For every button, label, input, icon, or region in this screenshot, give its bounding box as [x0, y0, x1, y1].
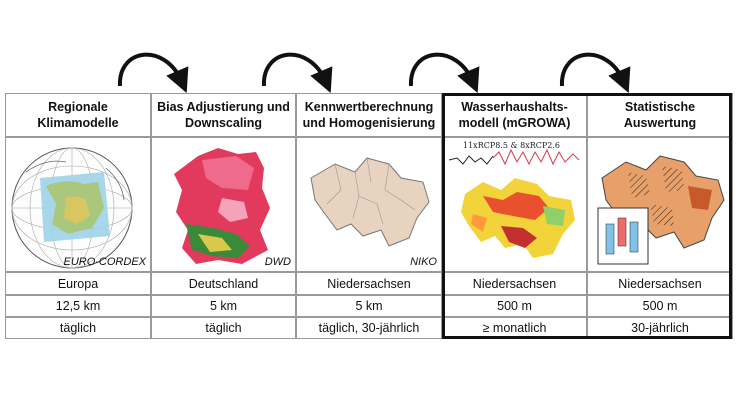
mgrowa-map-cell: 11xRCP8.5 & 8xRCP2.6	[442, 137, 587, 272]
temporal-2: täglich	[151, 317, 296, 339]
curved-arrow-icon	[408, 52, 480, 93]
statistics-map-cell	[587, 137, 733, 272]
resolution-2: 5 km	[151, 295, 296, 317]
column-title-4: Wasserhaushalts-modell (mGROWA)	[442, 93, 587, 137]
source-label-1: EURO-CORDEX	[63, 256, 146, 268]
germany-map-cell: DWD	[151, 137, 296, 272]
curved-arrow-icon	[261, 52, 333, 93]
resolution-5: 500 m	[587, 295, 733, 317]
source-label-3: NIKO	[410, 256, 437, 268]
globe-image-cell: EURO-CORDEX	[5, 137, 151, 272]
lower-saxony-grid-cell: NIKO	[296, 137, 442, 272]
region-4: Niedersachsen	[442, 272, 587, 295]
column-title-1: Regionale Klimamodelle	[5, 93, 151, 137]
globe-icon	[11, 147, 133, 269]
region-1: Europa	[5, 272, 151, 295]
temporal-5: 30-jährlich	[587, 317, 733, 339]
map-icon	[174, 148, 270, 264]
process-arrows	[117, 52, 631, 93]
curved-arrow-icon	[117, 52, 189, 93]
resolution-1: 12,5 km	[5, 295, 151, 317]
temporal-4: ≥ monatlich	[442, 317, 587, 339]
source-label-2: DWD	[264, 256, 291, 268]
scenario-label: 11xRCP8.5 & 8xRCP2.6	[463, 141, 560, 150]
column-title-3: Kennwertberechnung und Homogenisierung	[296, 93, 442, 137]
resolution-3: 5 km	[296, 295, 442, 317]
region-2: Deutschland	[151, 272, 296, 295]
curved-arrow-icon	[559, 52, 631, 93]
column-title-2: Bias Adjustierung und Downscaling	[151, 93, 296, 137]
workflow-table: Regionale Klimamodelle Bias Adjustierung…	[5, 93, 733, 339]
region-5: Niedersachsen	[587, 272, 733, 295]
temporal-3: täglich, 30-jährlich	[296, 317, 442, 339]
map-icon	[597, 155, 725, 265]
temporal-1: täglich	[5, 317, 151, 339]
resolution-4: 500 m	[442, 295, 587, 317]
region-3: Niedersachsen	[296, 272, 442, 295]
column-title-5: Statistische Auswertung	[587, 93, 733, 137]
map-icon	[448, 148, 580, 258]
map-icon	[310, 157, 430, 247]
